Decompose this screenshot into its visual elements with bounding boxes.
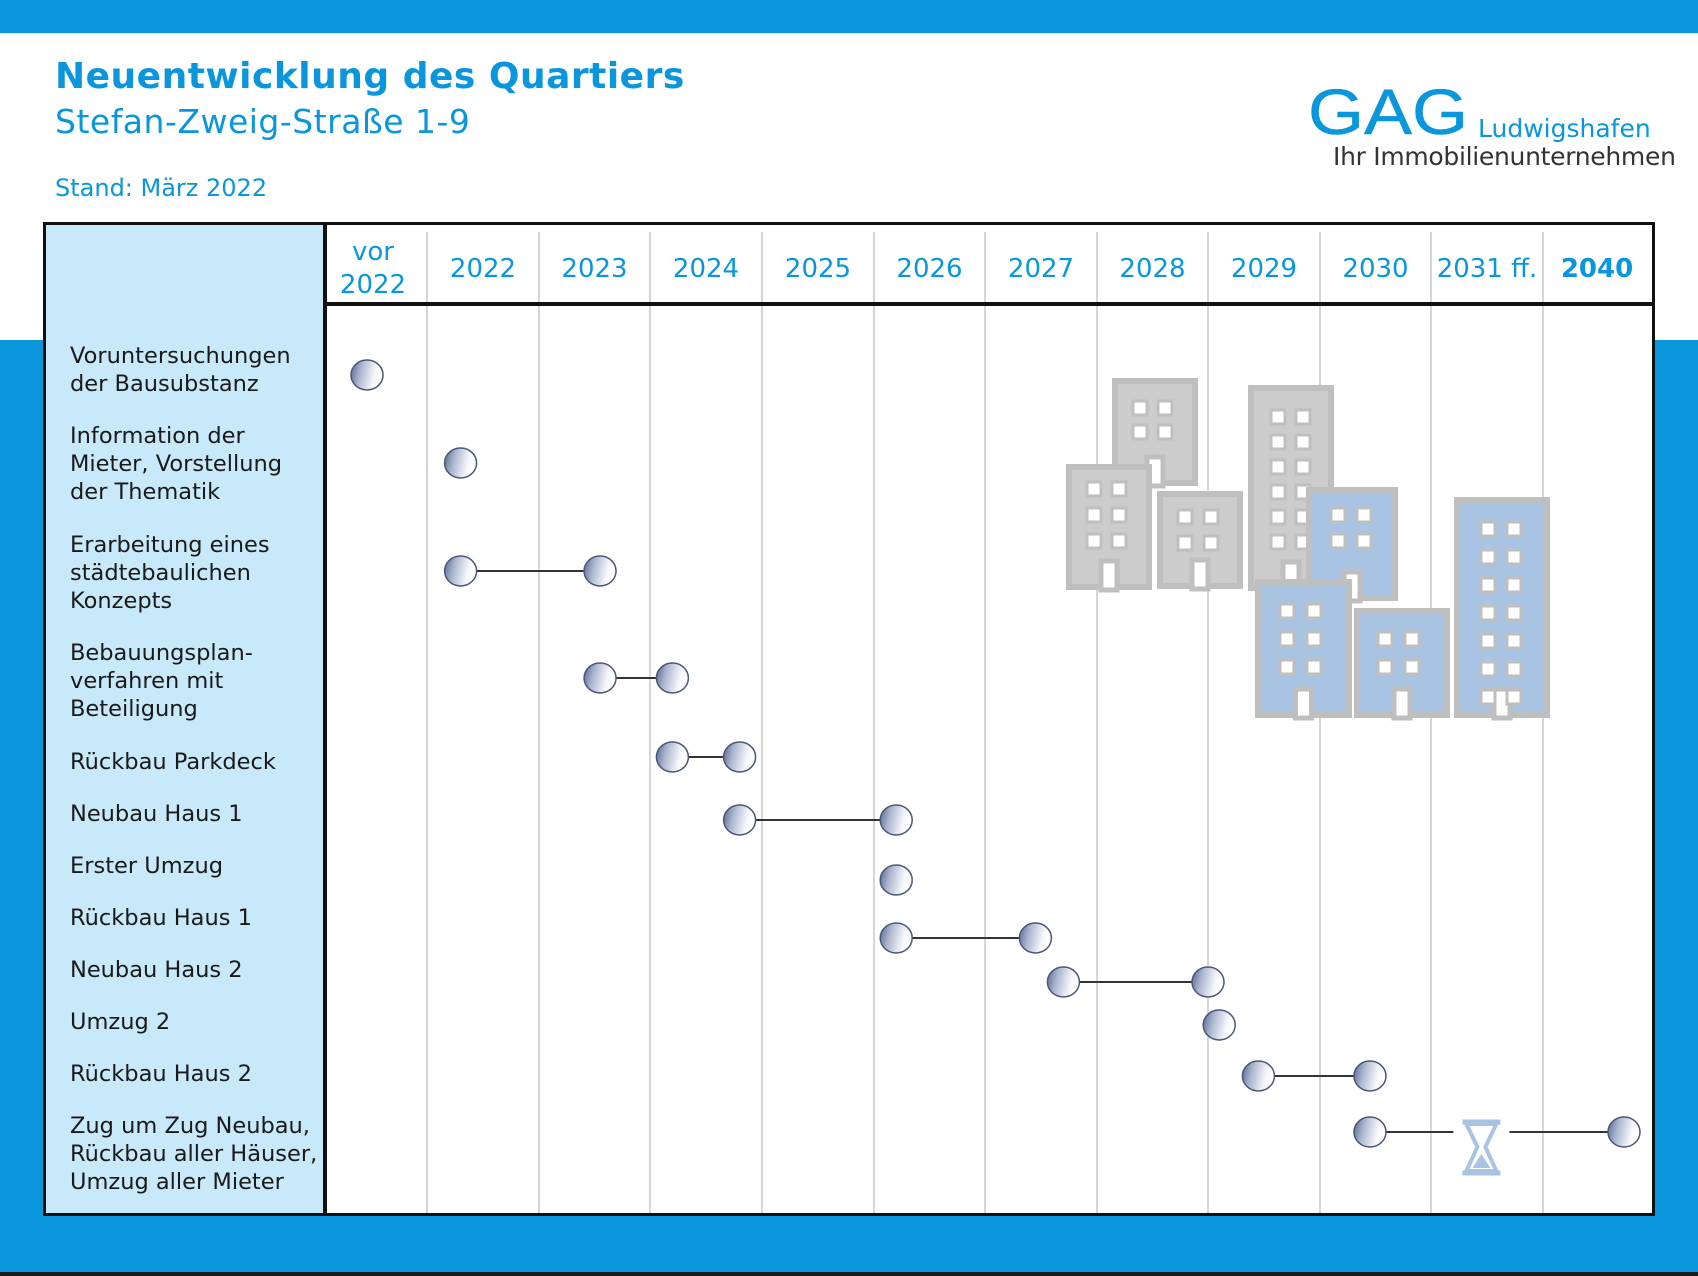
bottom-strip [0, 1272, 1698, 1276]
logo-mark: GAG [1308, 80, 1468, 148]
building-icon [1354, 608, 1450, 721]
top-bar [0, 0, 1698, 33]
building-icon [1157, 491, 1243, 592]
milestone-marker [443, 447, 478, 479]
milestone-marker [879, 804, 913, 836]
frame-border [43, 222, 1655, 1216]
year-tick-label: 2031 ff. [1436, 254, 1538, 284]
milestone-marker [1607, 1116, 1641, 1148]
year-tick-label: 2023 [561, 254, 628, 284]
milestone-marker [655, 662, 690, 694]
milestone-marker [583, 662, 617, 694]
task-label: Bebauungsplan-verfahren mit Beteiligung [70, 640, 253, 722]
milestone-marker [1018, 922, 1053, 954]
chart-title: Neuentwicklung des Quartiers [55, 56, 685, 97]
milestone-marker [1046, 966, 1081, 998]
milestone-marker [1202, 1009, 1236, 1041]
building-icon [1454, 497, 1550, 721]
logo-city: Ludwigshafen [1478, 114, 1651, 143]
milestone-marker [722, 804, 757, 836]
milestone-marker [1191, 966, 1225, 998]
gag-logo: GAG [1308, 80, 1468, 148]
milestone-marker [1241, 1060, 1276, 1092]
building-icon [1066, 464, 1152, 593]
task-label: Rückbau Haus 2 [70, 1061, 252, 1087]
chart-borders [43, 222, 1655, 1216]
status-date: Stand: März 2022 [55, 174, 268, 202]
task-label: Information der Mieter, Vorstellung der … [70, 423, 283, 505]
building-icon [1255, 579, 1352, 721]
milestone-marker [350, 359, 384, 391]
task-label: Zug um Zug Neubau, Rückbau aller Häuser,… [70, 1113, 318, 1195]
chart-grid [426, 232, 1544, 1214]
task-label: Umzug 2 [70, 1009, 171, 1035]
buildings-illustration [1066, 378, 1550, 721]
task-label: Erarbeitung eines städtebaulichen Konzep… [70, 532, 270, 614]
milestone-marker [655, 741, 690, 773]
logo-tagline: Ihr Immobilienunternehmen [1333, 142, 1676, 171]
year-tick-label: vor 2022 [339, 237, 407, 300]
task-label: Neubau Haus 1 [70, 801, 243, 827]
task-label-column [45, 225, 324, 1214]
milestone-marker [583, 555, 617, 587]
building-icon [1248, 385, 1334, 594]
year-tick-label: 2026 [896, 254, 963, 284]
year-tick-label: 2029 [1230, 254, 1298, 284]
year-tick-label: 2025 [784, 254, 852, 284]
task-label: Voruntersuchungen der Bausubstanz [70, 343, 291, 397]
hourglass-icon [1462, 1119, 1501, 1176]
chart-marks [350, 359, 1641, 1176]
task-label: Rückbau Parkdeck [70, 749, 276, 775]
year-tick-label: 2022 [449, 254, 517, 284]
milestone-marker [1353, 1060, 1387, 1092]
milestone-marker [722, 741, 757, 773]
year-tick-label: 2028 [1119, 254, 1186, 284]
milestone-marker [879, 864, 913, 896]
year-tick-label: 2027 [1007, 254, 1075, 284]
year-tick-label: 2030 [1342, 254, 1409, 284]
milestone-marker [879, 922, 913, 954]
year-tick-label: 2024 [672, 254, 740, 284]
task-label: Rückbau Haus 1 [70, 905, 252, 931]
year-tick-label: 2040 [1560, 254, 1634, 284]
task-label: Erster Umzug [70, 853, 223, 879]
task-label: Neubau Haus 2 [70, 957, 243, 983]
chart-subtitle: Stefan-Zweig-Straße 1-9 [55, 102, 471, 141]
milestone-marker [1353, 1116, 1387, 1148]
milestone-marker [443, 555, 478, 587]
